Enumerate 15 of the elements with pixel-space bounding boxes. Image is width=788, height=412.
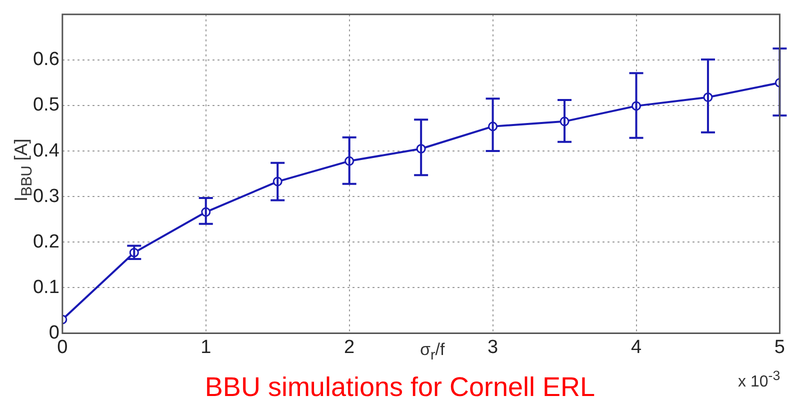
x-tick-label: 5 [774, 336, 786, 358]
text: BBU simulations for Cornell ERL [204, 372, 596, 403]
y-tick-label: 0 [48, 322, 60, 344]
x-tick-label: 1 [200, 336, 212, 358]
x-axis-title: σ$_{r}$/f [420, 340, 445, 364]
y-tick-label: 0.2 [32, 231, 60, 252]
y-tick-label: 0.6 [32, 49, 60, 70]
y-tick-label: 0.3 [32, 186, 60, 207]
x-tick-label: 4 [630, 336, 642, 358]
x-tick-label: 3 [488, 336, 498, 358]
y-tick-label: 0.4 [32, 140, 60, 162]
x-tick-label: 2 [344, 336, 355, 358]
y-tick-label: 0.1 [32, 276, 60, 298]
text: x 10$^{-3}$ [738, 368, 780, 392]
y-tick-label: 0.5 [32, 94, 60, 116]
